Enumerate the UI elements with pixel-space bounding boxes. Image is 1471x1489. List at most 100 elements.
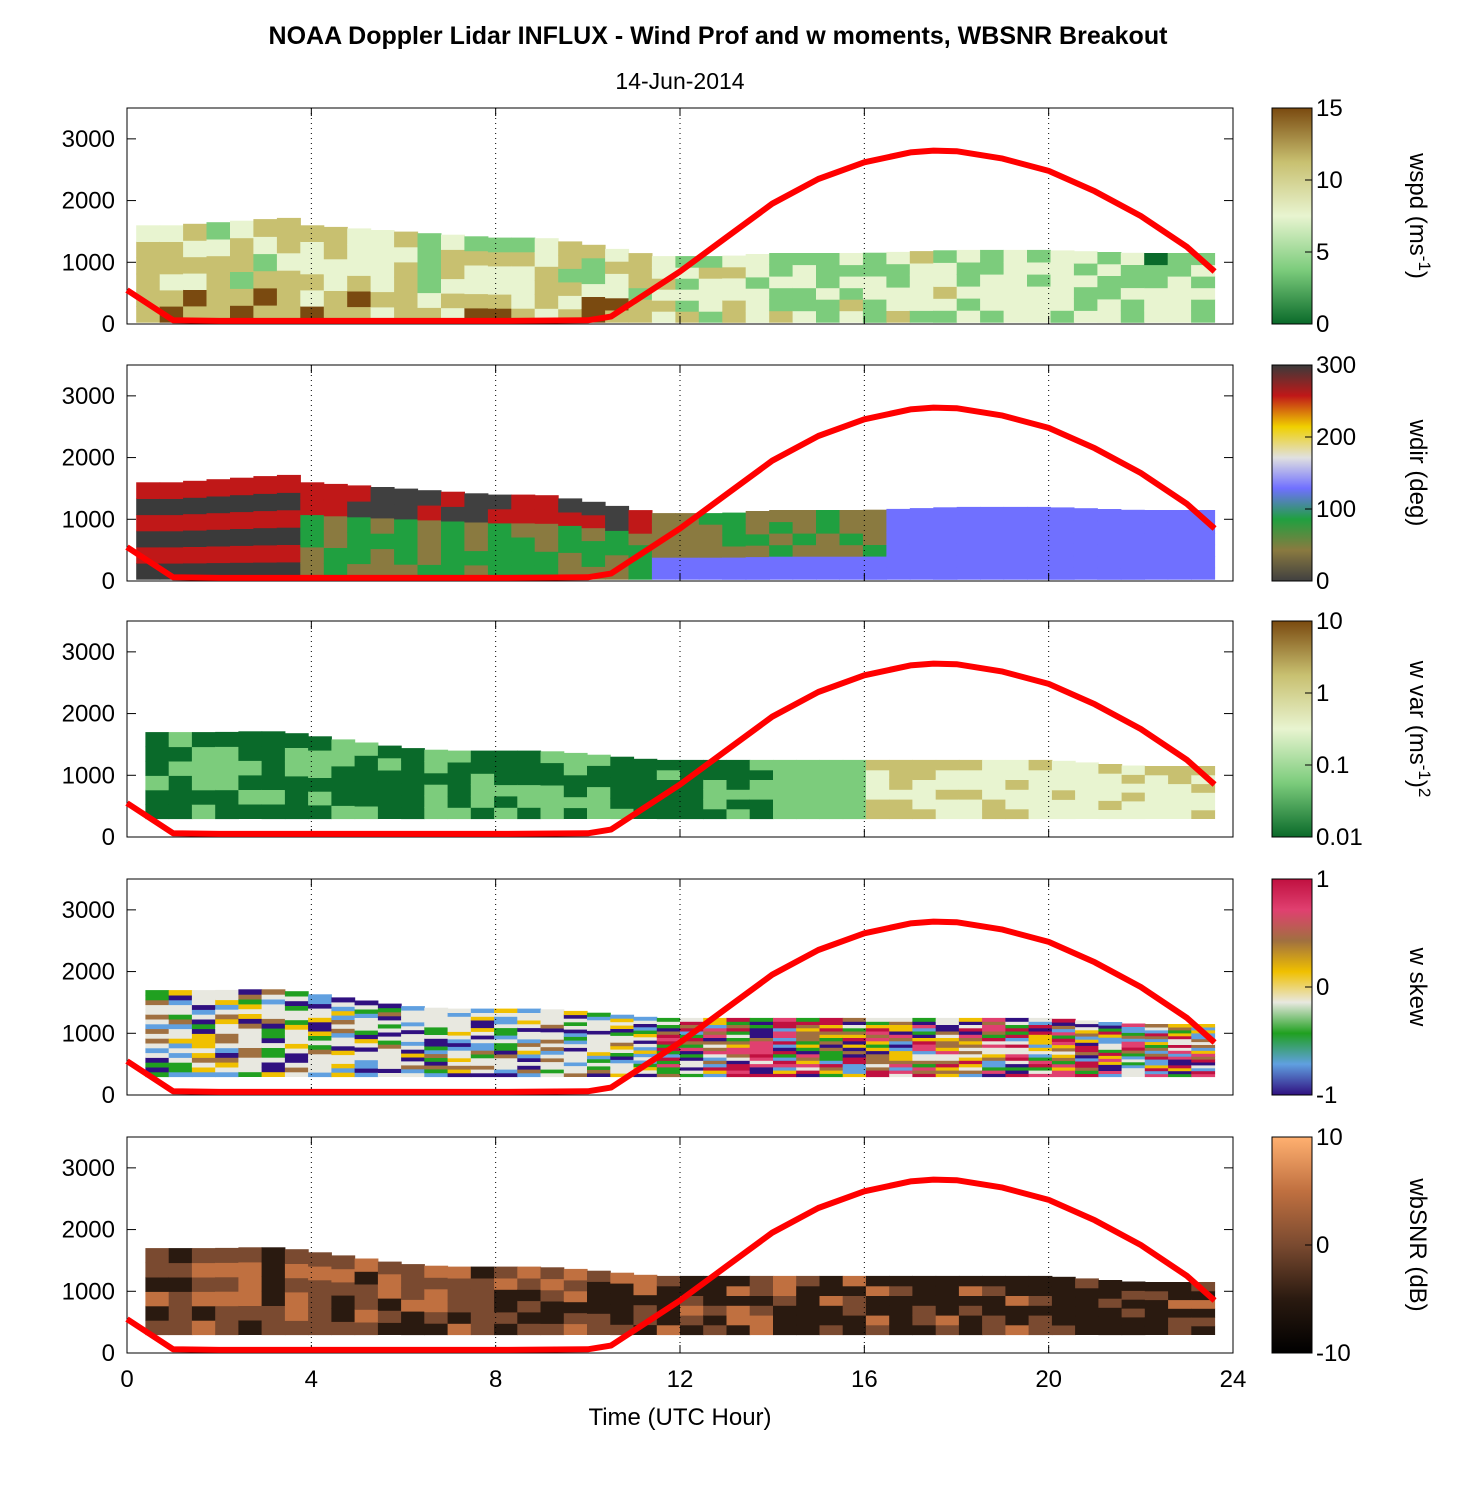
heatmap-cell (447, 784, 472, 797)
heatmap-cell (1075, 790, 1099, 801)
heatmap-cell (191, 1042, 216, 1049)
heatmap-cell (581, 244, 606, 259)
heatmap-cell (675, 278, 700, 290)
heatmap-cell (517, 1042, 542, 1047)
heatmap-cell (1121, 1026, 1146, 1030)
heatmap-cell (722, 277, 747, 290)
heatmap-cell (1168, 1073, 1192, 1078)
heatmap-cell (183, 530, 208, 547)
heatmap-cell (745, 545, 770, 558)
heatmap-cell (215, 994, 239, 1001)
heatmap-cell (145, 1014, 170, 1020)
heatmap-cell (1050, 298, 1075, 311)
heatmap-cell (441, 263, 465, 280)
x-tick-label: 24 (1220, 1366, 1247, 1393)
heatmap-cell (261, 1003, 286, 1010)
heatmap-cell (354, 1009, 379, 1014)
heatmap-cell (819, 1030, 844, 1035)
heatmap-cell (610, 1045, 635, 1050)
heatmap-cell (773, 1275, 797, 1287)
heatmap-cell (1191, 1059, 1216, 1063)
heatmap-cell (261, 1066, 286, 1073)
heatmap-cell (494, 773, 518, 786)
heatmap-cell (424, 1065, 449, 1070)
heatmap-cell (726, 1285, 751, 1296)
heatmap-cell (956, 286, 981, 299)
heatmap-cell (308, 1017, 332, 1023)
heatmap-cell (494, 1046, 518, 1051)
heatmap-cell (796, 1037, 820, 1042)
heatmap-cell (331, 778, 356, 793)
heatmap-cell (238, 1261, 263, 1277)
heatmap-cell (494, 1289, 518, 1302)
heatmap-cell (401, 1037, 425, 1042)
heatmap-cell (1121, 1052, 1146, 1057)
heatmap-cell (377, 1007, 402, 1013)
heatmap-cell (1051, 1305, 1076, 1316)
heatmap-cell (698, 546, 723, 558)
colorbar-label: w skew (1404, 947, 1431, 1027)
heatmap-cell (633, 1030, 658, 1034)
heatmap-cell (284, 1057, 309, 1063)
heatmap-cell (494, 1008, 518, 1013)
heatmap-cell (424, 1030, 449, 1035)
heatmap-cell (980, 262, 1005, 275)
heatmap-cell (447, 1068, 472, 1074)
heatmap-cell (424, 1057, 449, 1062)
heatmap-cell (958, 1060, 983, 1065)
heatmap-cell (308, 763, 332, 778)
heatmap-cell (982, 1073, 1006, 1078)
heatmap-cell (675, 535, 700, 547)
heatmap-cell (956, 310, 981, 323)
heatmap-cell (933, 555, 958, 568)
heatmap-cell (1168, 801, 1192, 811)
heatmap-cell (1075, 1315, 1099, 1326)
heatmap-cell (610, 808, 635, 820)
heatmap-cell (769, 556, 794, 569)
heatmap-cell (889, 1047, 913, 1052)
heatmap-cell (703, 1060, 727, 1065)
heatmap-cell (1144, 1064, 1169, 1069)
heatmap-cell (558, 498, 583, 513)
heatmap-cell (308, 1307, 332, 1322)
heatmap-cell (698, 311, 723, 323)
heatmap-cell (1075, 799, 1099, 810)
heatmap-cell (447, 1023, 472, 1029)
heatmap-cell (865, 1073, 890, 1078)
heatmap-cell (168, 1028, 193, 1034)
heatmap-cell (168, 760, 193, 776)
heatmap-cell (168, 1023, 193, 1030)
heatmap-cell (610, 1021, 635, 1026)
heatmap-cell (191, 1291, 216, 1307)
heatmap-cell (726, 1024, 751, 1029)
heatmap-cell (610, 1062, 635, 1067)
heatmap-cell (145, 775, 170, 791)
heatmap-cell (136, 225, 161, 242)
heatmap-cell (377, 1064, 402, 1069)
heatmap-cell (912, 1324, 937, 1336)
heatmap-cell (722, 266, 747, 279)
heatmap-cell (206, 545, 231, 564)
heatmap-cell (633, 1069, 658, 1074)
heatmap-cell (726, 779, 751, 790)
heatmap-cell (796, 1060, 820, 1065)
heatmap-cell (487, 279, 512, 295)
heatmap-cell (1098, 1049, 1123, 1053)
heatmap-cell (331, 752, 356, 767)
heatmap-cell (982, 1027, 1006, 1032)
heatmap-cell (261, 1276, 286, 1292)
heatmap-cell (703, 1027, 727, 1032)
heatmap-cell (417, 292, 442, 308)
heatmap-cell (284, 1000, 309, 1006)
heatmap-cell (1144, 1299, 1169, 1309)
heatmap-cell (1097, 275, 1122, 288)
heatmap-cell (886, 275, 911, 288)
heatmap-cell (534, 252, 559, 267)
heatmap-cell (284, 1010, 309, 1016)
heatmap-cell (300, 530, 325, 548)
heatmap-cell (1191, 1053, 1216, 1057)
heatmap-cell (912, 1053, 937, 1058)
x-tick-label: 16 (851, 1366, 878, 1393)
heatmap-cell (749, 1040, 774, 1045)
heatmap-cell (1121, 1035, 1146, 1039)
